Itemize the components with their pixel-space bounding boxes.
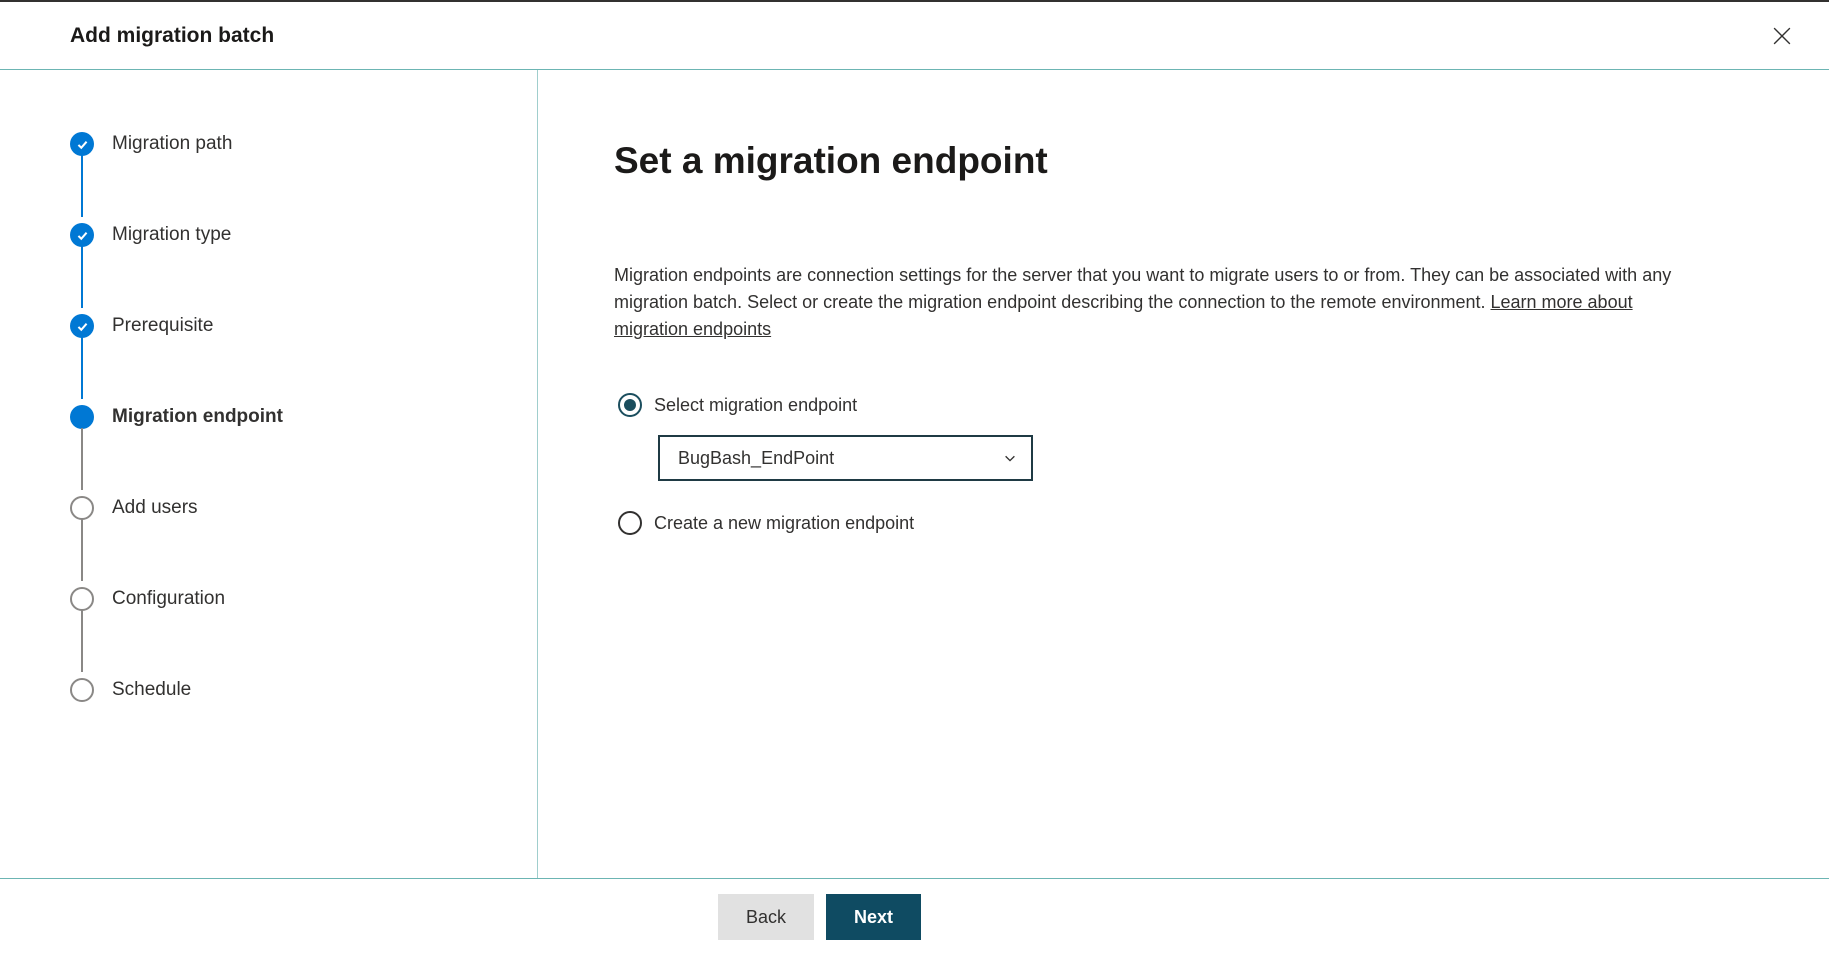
check-icon — [76, 138, 89, 151]
step-marker-current — [70, 405, 94, 429]
back-button[interactable]: Back — [718, 894, 814, 940]
page-title: Set a migration endpoint — [614, 140, 1709, 182]
step-label: Configuration — [112, 588, 225, 610]
dropdown-value: BugBash_EndPoint — [678, 448, 834, 469]
step-connector — [81, 246, 83, 308]
step-migration-path[interactable]: Migration path — [70, 125, 537, 163]
dialog-footer: Back Next — [0, 878, 1829, 955]
radio-label: Select migration endpoint — [654, 395, 857, 416]
step-configuration[interactable]: Configuration — [70, 580, 537, 618]
dialog-title: Add migration batch — [70, 24, 274, 48]
step-connector — [81, 155, 83, 217]
radio-dot — [624, 399, 636, 411]
endpoint-dropdown-wrap: BugBash_EndPoint — [658, 435, 1709, 481]
endpoint-dropdown[interactable]: BugBash_EndPoint — [658, 435, 1033, 481]
radio-input-selected[interactable] — [618, 393, 642, 417]
step-migration-type[interactable]: Migration type — [70, 216, 537, 254]
step-prerequisite[interactable]: Prerequisite — [70, 307, 537, 345]
wizard-main: Set a migration endpoint Migration endpo… — [538, 70, 1829, 878]
step-label: Add users — [112, 497, 198, 519]
step-marker-completed — [70, 314, 94, 338]
step-schedule[interactable]: Schedule — [70, 671, 537, 709]
dialog-content: Migration path Migration type — [0, 70, 1829, 878]
next-button[interactable]: Next — [826, 894, 921, 940]
chevron-down-icon — [1003, 451, 1017, 465]
step-marker-upcoming — [70, 496, 94, 520]
step-marker-completed — [70, 132, 94, 156]
radio-label: Create a new migration endpoint — [654, 513, 914, 534]
check-icon — [76, 320, 89, 333]
radio-select-endpoint[interactable]: Select migration endpoint — [618, 393, 1709, 417]
step-label: Prerequisite — [112, 315, 213, 337]
wizard-steps: Migration path Migration type — [70, 125, 537, 709]
step-connector — [81, 428, 83, 490]
step-label: Migration endpoint — [112, 406, 283, 428]
radio-create-endpoint[interactable]: Create a new migration endpoint — [618, 511, 1709, 535]
step-marker-upcoming — [70, 678, 94, 702]
endpoint-radio-group: Select migration endpoint BugBash_EndPoi… — [618, 393, 1709, 535]
step-add-users[interactable]: Add users — [70, 489, 537, 527]
step-marker-upcoming — [70, 587, 94, 611]
check-icon — [76, 229, 89, 242]
step-label: Migration path — [112, 133, 232, 155]
wizard-sidebar: Migration path Migration type — [0, 70, 538, 878]
dialog-header: Add migration batch — [0, 0, 1829, 70]
step-connector — [81, 519, 83, 581]
close-button[interactable] — [1765, 19, 1799, 53]
step-marker-completed — [70, 223, 94, 247]
radio-input[interactable] — [618, 511, 642, 535]
step-label: Migration type — [112, 224, 231, 246]
page-description: Migration endpoints are connection setti… — [614, 262, 1709, 343]
step-label: Schedule — [112, 679, 191, 701]
step-connector — [81, 337, 83, 399]
step-migration-endpoint[interactable]: Migration endpoint — [70, 398, 537, 436]
step-connector — [81, 610, 83, 672]
close-icon — [1773, 27, 1791, 45]
